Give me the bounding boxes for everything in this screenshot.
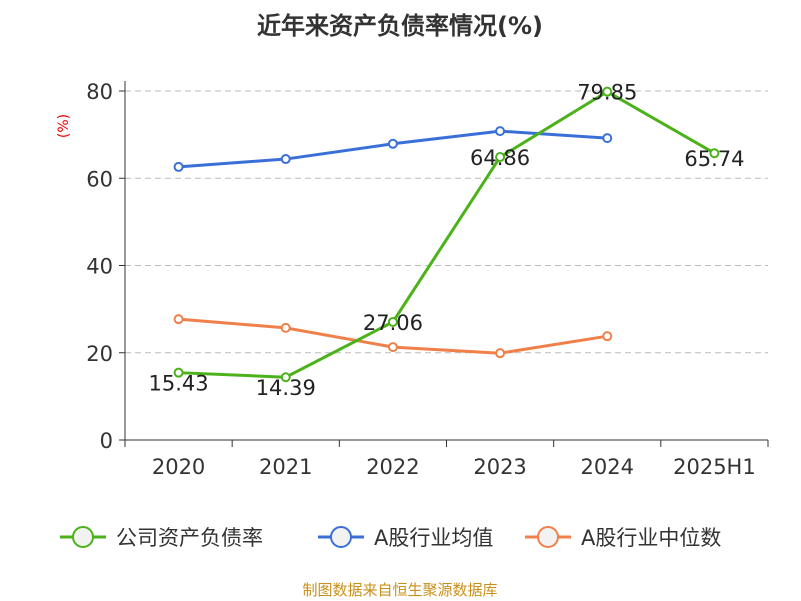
y-tick-label: 60 [86, 167, 113, 191]
data-label: 64.86 [470, 146, 530, 170]
data-label: 27.06 [363, 311, 423, 335]
x-tick-label: 2023 [473, 455, 526, 479]
data-point [173, 161, 184, 172]
source-note: 制图数据来自恒生聚源数据库 [302, 581, 497, 599]
data-point [602, 133, 613, 144]
data-point [709, 148, 720, 159]
data-point [602, 331, 613, 342]
data-point [280, 372, 291, 383]
data-point [495, 126, 506, 137]
data-point [387, 316, 398, 327]
x-tick-label: 2021 [259, 455, 312, 479]
legend-marker [72, 526, 94, 548]
series-line-1 [178, 129, 608, 169]
legend-marker [537, 526, 559, 548]
data-point [173, 314, 184, 325]
legend-label: A股行业均值 [374, 526, 493, 550]
data-point [387, 138, 398, 149]
x-tick-label: 2024 [581, 455, 634, 479]
data-label: 15.43 [149, 372, 209, 396]
data-point [602, 86, 613, 97]
y-axis-label: (%) [56, 114, 72, 138]
data-label: 79.85 [577, 81, 637, 105]
series-line-0 [178, 89, 716, 379]
y-tick-label: 20 [86, 342, 113, 366]
data-point [495, 348, 506, 359]
x-tick-label: 2025H1 [673, 455, 756, 479]
x-tick-label: 2022 [366, 455, 419, 479]
legend-label: 公司资产负债率 [116, 526, 263, 550]
legend-label: A股行业中位数 [581, 526, 721, 550]
y-tick-label: 0 [100, 429, 113, 453]
data-point [280, 322, 291, 333]
data-point [173, 367, 184, 378]
x-tick-label: 2020 [152, 455, 205, 479]
data-point [280, 154, 291, 165]
y-tick-label: 40 [86, 255, 113, 279]
legend-marker [330, 526, 352, 548]
data-point [495, 152, 506, 163]
data-point [387, 342, 398, 353]
data-label: 65.74 [684, 147, 744, 171]
data-label: 14.39 [256, 376, 316, 400]
y-tick-label: 80 [86, 80, 113, 104]
chart-title: 近年来资产负债率情况(%) [257, 12, 543, 40]
